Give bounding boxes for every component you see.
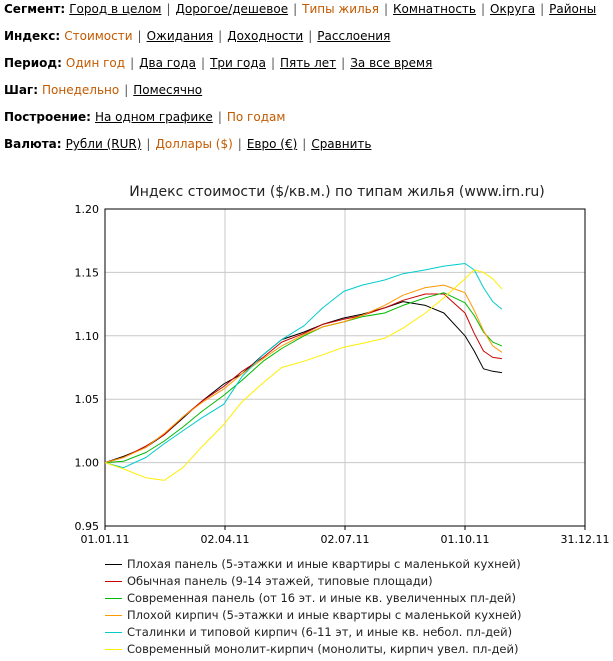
nav-link-три-года[interactable]: Три года bbox=[210, 56, 266, 70]
nav-link-дорогое-дешевое[interactable]: Дорогое/дешевое bbox=[175, 2, 289, 16]
nav-link-пять-лет[interactable]: Пять лет bbox=[280, 56, 337, 70]
nav-link-районы[interactable]: Районы bbox=[549, 2, 597, 16]
legend-swatch bbox=[105, 581, 122, 582]
nav-link-расслоения[interactable]: Расслоения bbox=[317, 29, 391, 43]
chart-axes: 0.95 1.00 1.05 1.10 1.15 1.20 01.01.11 02.04.11… bbox=[75, 203, 610, 546]
x-tick-label: 02.07.11 bbox=[321, 533, 370, 546]
nav-row-2: Индекс: Стоимости | Ожидания | Доходности | Рас… bbox=[4, 28, 609, 44]
nav-row-6: Валюта: Рубли (RUR) | Доллары ($) | Евро (€) |… bbox=[4, 136, 609, 152]
chart-grid bbox=[105, 209, 585, 526]
legend-item: Современный монолит-кирпич (монолиты, ки… bbox=[105, 641, 605, 658]
nav-separator: | bbox=[237, 137, 242, 151]
nav-row-1: Сегмент: Город в целом | Дорогое/дешевое | Ти… bbox=[4, 1, 609, 17]
nav-separator: | bbox=[166, 2, 171, 16]
nav-link-по-годам[interactable]: По годам bbox=[226, 110, 286, 124]
nav-separator: | bbox=[341, 56, 346, 70]
nav-separator: | bbox=[293, 2, 298, 16]
chart-series bbox=[104, 263, 503, 481]
nav-separator: | bbox=[201, 56, 206, 70]
nav-row-label: Построение: bbox=[4, 110, 91, 124]
legend-item: Обычная панель (9-14 этажей, типовые пло… bbox=[105, 573, 605, 590]
nav-link-доходности[interactable]: Доходности bbox=[227, 29, 304, 43]
nav-link-сравнить[interactable]: Сравнить bbox=[311, 137, 372, 151]
nav-separator: | bbox=[308, 29, 313, 43]
legend-swatch bbox=[105, 632, 122, 633]
nav-link-комнатность[interactable]: Комнатность bbox=[393, 2, 476, 16]
nav-row-label: Индекс: bbox=[4, 29, 61, 43]
nav-separator: | bbox=[146, 137, 151, 151]
legend-item: Современная панель (от 16 эт. и иные кв.… bbox=[105, 590, 605, 607]
series-line-5 bbox=[104, 263, 503, 469]
x-tick-label: 01.01.11 bbox=[81, 533, 130, 546]
price-index-chart: Индекс стоимости ($/кв.м.) по типам жиль… bbox=[75, 184, 610, 546]
chart-title: Индекс стоимости ($/кв.м.) по типам жиль… bbox=[129, 184, 544, 200]
chart-legend: Плохая панель (5-этажки и иные квартиры … bbox=[105, 556, 605, 658]
nav-row-4: Шаг: Понедельно | Помесячно bbox=[4, 82, 609, 98]
nav-link-один-год[interactable]: Один год bbox=[65, 56, 126, 70]
nav-row-label: Валюта: bbox=[4, 137, 62, 151]
legend-label: Современный монолит-кирпич (монолиты, ки… bbox=[127, 642, 519, 656]
nav-link-округа[interactable]: Округа bbox=[490, 2, 536, 16]
nav-row-label: Период: bbox=[4, 56, 62, 70]
series-line-6 bbox=[104, 269, 503, 481]
nav-separator: | bbox=[217, 110, 222, 124]
nav-separator: | bbox=[540, 2, 545, 16]
nav-row-label: Сегмент: bbox=[4, 2, 66, 16]
legend-swatch bbox=[105, 615, 122, 616]
legend-label: Современная панель (от 16 эт. и иные кв.… bbox=[127, 591, 516, 605]
x-tick-label: 01.10.11 bbox=[441, 533, 490, 546]
legend-label: Плохая панель (5-этажки и иные квартиры … bbox=[127, 557, 521, 571]
nav-separator: | bbox=[218, 29, 223, 43]
series-line-4 bbox=[104, 284, 503, 464]
y-tick-label: 1.10 bbox=[75, 330, 100, 343]
nav-separator: | bbox=[480, 2, 486, 16]
nav-separator: | bbox=[137, 29, 142, 43]
y-tick-label: 1.00 bbox=[75, 457, 100, 470]
legend-swatch bbox=[105, 564, 122, 565]
y-tick-label: 1.15 bbox=[75, 266, 100, 279]
nav-link-два-года[interactable]: Два года bbox=[139, 56, 197, 70]
y-tick-label: 0.95 bbox=[75, 520, 100, 533]
nav-link-город-в-целом[interactable]: Город в целом bbox=[69, 2, 162, 16]
nav-link-ожидания[interactable]: Ожидания bbox=[146, 29, 214, 43]
legend-swatch bbox=[105, 649, 122, 650]
nav-separator: | bbox=[383, 2, 389, 16]
x-tick-label: 02.04.11 bbox=[201, 533, 250, 546]
nav-separator: | bbox=[124, 83, 129, 97]
y-tick-label: 1.05 bbox=[75, 393, 100, 406]
legend-label: Обычная панель (9-14 этажей, типовые пло… bbox=[127, 574, 433, 588]
nav-link-помесячно[interactable]: Помесячно bbox=[133, 83, 203, 97]
nav-link-рубли-rur[interactable]: Рубли (RUR) bbox=[65, 137, 142, 151]
legend-item: Плохая панель (5-этажки и иные квартиры … bbox=[105, 556, 605, 573]
legend-label: Сталинки и типовой кирпич (6-11 эт, и ин… bbox=[127, 625, 513, 639]
nav-link-стоимости[interactable]: Стоимости bbox=[64, 29, 133, 43]
legend-item: Сталинки и типовой кирпич (6-11 эт, и ин… bbox=[105, 624, 605, 641]
legend-swatch bbox=[105, 598, 122, 599]
legend-item: Плохой кирпич (5-этажки и иные квартиры … bbox=[105, 607, 605, 624]
nav-separator: | bbox=[302, 137, 307, 151]
x-tick-label: 31.12.11 bbox=[561, 533, 610, 546]
nav-link-евро[interactable]: Евро (€) bbox=[246, 137, 298, 151]
nav-row-3: Период: Один год | Два года | Три года | Пять л… bbox=[4, 55, 609, 71]
y-tick-label: 1.20 bbox=[75, 203, 100, 216]
nav-row-5: Построение: На одном графике | По годам bbox=[4, 109, 609, 125]
nav-link-на-одном-графике[interactable]: На одном графике bbox=[94, 110, 213, 124]
nav-row-label: Шаг: bbox=[4, 83, 38, 97]
nav-link-за-все-время[interactable]: За все время bbox=[350, 56, 433, 70]
nav-link-доллары[interactable]: Доллары ($) bbox=[155, 137, 233, 151]
series-line-2 bbox=[104, 293, 502, 464]
nav-link-типы-жилья[interactable]: Типы жилья bbox=[302, 2, 379, 16]
nav-separator: | bbox=[270, 56, 275, 70]
series-line-3 bbox=[104, 292, 503, 464]
legend-label: Плохой кирпич (5-этажки и иные квартиры … bbox=[127, 608, 522, 622]
nav-link-понедельно[interactable]: Понедельно bbox=[42, 83, 120, 97]
nav-separator: | bbox=[130, 56, 135, 70]
